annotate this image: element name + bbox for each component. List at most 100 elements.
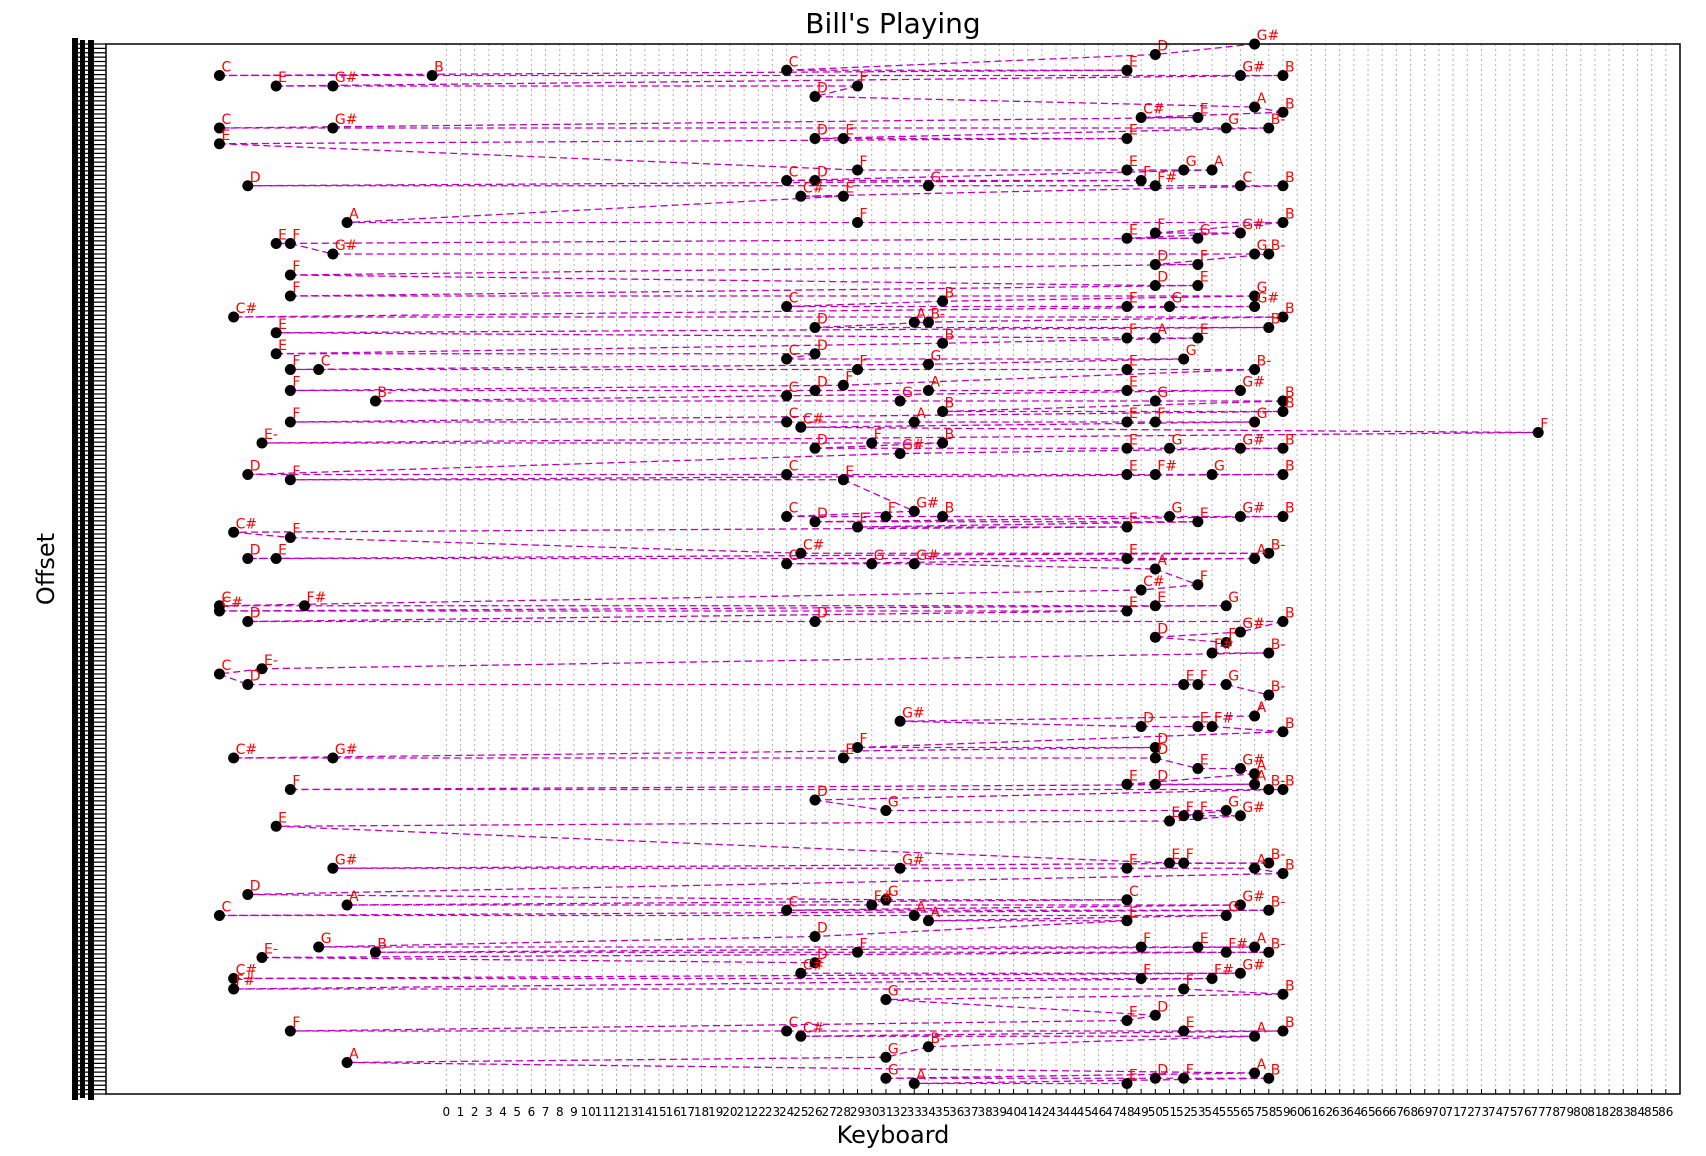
x-tick-label: 20	[722, 1105, 737, 1119]
note-point	[1121, 385, 1133, 396]
note-point	[852, 80, 864, 92]
note-point	[781, 390, 793, 402]
note-label: C	[789, 894, 799, 910]
note-label: B-	[1271, 894, 1286, 910]
note-point	[1149, 778, 1161, 790]
x-tick-label: 63	[1332, 1105, 1347, 1119]
x-tick-label: 48	[1119, 1105, 1134, 1119]
note-point	[1277, 616, 1289, 627]
note-point	[313, 941, 325, 953]
note-point	[1249, 768, 1261, 780]
note-label: D	[1157, 999, 1168, 1015]
note-label: F	[292, 354, 300, 370]
note-label: F	[1200, 249, 1208, 265]
note-connector	[290, 263, 1198, 276]
x-tick-label: 16	[666, 1105, 681, 1119]
note-label: D	[250, 606, 261, 622]
note-label: A	[930, 375, 940, 391]
note-label: A	[1214, 154, 1224, 170]
x-tick-label: 40	[1006, 1105, 1021, 1119]
x-tick-label: 54	[1204, 1105, 1219, 1119]
note-connector	[261, 956, 816, 964]
note-connector	[219, 137, 1127, 145]
note-label: B	[1285, 1015, 1295, 1031]
note-connector	[276, 820, 1170, 827]
note-point	[880, 1072, 892, 1084]
note-label: F	[1186, 847, 1194, 863]
note-label: G	[1172, 432, 1183, 448]
note-label: F	[292, 228, 300, 244]
note-connector	[1155, 631, 1241, 638]
note-label: F	[292, 375, 300, 391]
x-axis-label: Keyboard	[837, 1121, 950, 1149]
note-label: E-	[264, 653, 278, 669]
note-label: F#	[1214, 637, 1234, 653]
note-label: E	[845, 180, 854, 196]
note-label: D	[250, 459, 261, 475]
x-tick-label: 53	[1190, 1105, 1205, 1119]
note-connector	[786, 389, 1241, 397]
note-point	[781, 904, 793, 916]
note-label: E	[1200, 322, 1209, 338]
note-label: G	[902, 385, 913, 401]
note-point	[795, 1030, 807, 1042]
chart-title: Bill's Playing	[805, 7, 980, 40]
note-label: C	[789, 54, 799, 70]
x-tick-label: 15	[651, 1105, 666, 1119]
note-label: G#	[916, 548, 939, 564]
note-point	[284, 364, 296, 375]
note-point	[852, 364, 864, 375]
note-point	[781, 416, 793, 428]
note-label: D	[1143, 711, 1154, 727]
note-label: A	[916, 306, 926, 322]
note-label: D	[250, 170, 261, 186]
note-label: B	[1285, 396, 1295, 412]
x-tick-label: 61	[1304, 1105, 1319, 1119]
note-label: E	[1129, 1005, 1138, 1021]
note-label: D	[250, 879, 261, 895]
x-tick-label: 7	[542, 1105, 550, 1119]
note-connector	[247, 552, 1269, 560]
note-label: G	[888, 984, 899, 1000]
x-tick-label: 3	[485, 1105, 493, 1119]
note-point	[1178, 857, 1190, 869]
note-point	[1249, 101, 1261, 113]
note-point	[922, 385, 934, 396]
note-point	[228, 526, 240, 538]
note-point	[213, 70, 225, 81]
note-point	[284, 385, 296, 396]
note-label: C	[789, 1015, 799, 1031]
x-tick-label: 38	[978, 1105, 993, 1119]
note-label: E-	[264, 942, 278, 958]
x-tick-label: 73	[1474, 1105, 1489, 1119]
note-point	[1220, 679, 1232, 690]
x-tick-label: 26	[807, 1105, 822, 1119]
note-point	[1178, 810, 1190, 822]
x-tick-label: 55	[1219, 1105, 1234, 1119]
note-label: B	[1271, 312, 1281, 328]
note-connector	[247, 893, 886, 901]
note-label: E	[1157, 590, 1166, 606]
x-tick-label: 47	[1105, 1105, 1120, 1119]
note-label: E	[1129, 123, 1138, 139]
note-connector	[261, 431, 1539, 444]
note-point	[1234, 70, 1246, 81]
note-connector	[1155, 636, 1227, 644]
note-label: F	[292, 522, 300, 538]
note-label: B-	[1271, 774, 1286, 790]
note-point	[1121, 442, 1133, 454]
note-point	[270, 820, 282, 832]
note-point	[1234, 227, 1246, 239]
x-tick-label: 36	[949, 1105, 964, 1119]
note-label: C#	[803, 180, 825, 196]
note-label: E	[1200, 931, 1209, 947]
note-label: D	[817, 432, 828, 448]
note-label: A	[916, 900, 926, 916]
note-label: E	[1172, 847, 1181, 863]
note-label: F	[1186, 800, 1194, 816]
note-label: E	[278, 70, 287, 86]
note-label: B-	[1271, 936, 1286, 952]
note-point	[228, 311, 240, 323]
note-label: F	[292, 280, 300, 296]
note-point	[1220, 637, 1232, 648]
